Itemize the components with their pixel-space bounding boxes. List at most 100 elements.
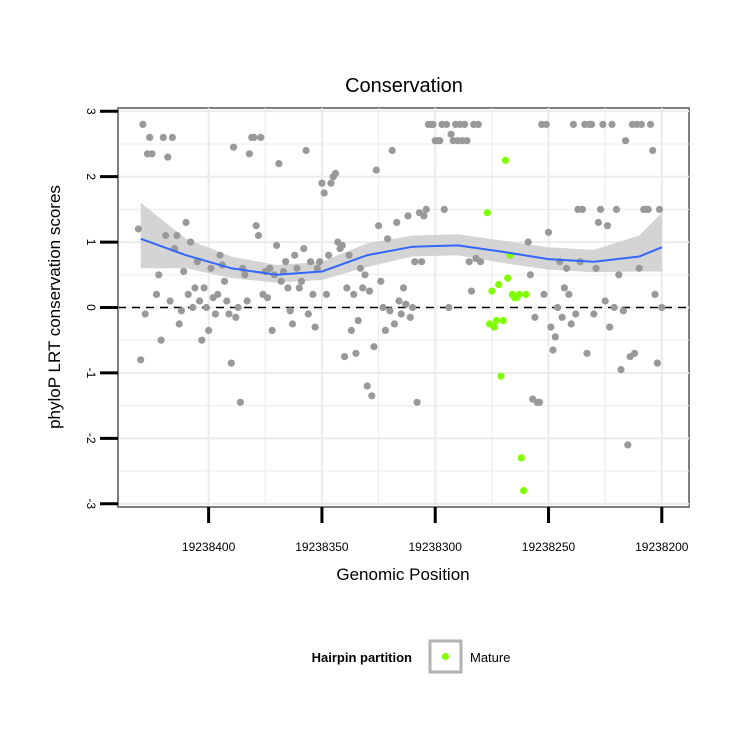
other-point bbox=[381, 326, 389, 334]
legend-label-mature: Mature bbox=[470, 650, 510, 665]
grid-lines bbox=[118, 108, 689, 507]
other-point bbox=[236, 398, 244, 406]
y-axis-title: phyloP LRT conservation scores bbox=[45, 185, 64, 429]
other-point bbox=[137, 356, 145, 364]
other-point bbox=[610, 303, 618, 312]
other-point bbox=[617, 366, 625, 374]
other-point bbox=[341, 353, 349, 361]
data-points bbox=[134, 120, 666, 495]
other-point bbox=[191, 284, 199, 292]
other-point bbox=[327, 179, 335, 187]
other-point bbox=[220, 277, 229, 285]
other-point bbox=[309, 290, 317, 298]
other-point bbox=[243, 297, 251, 305]
x-tick-label: 19238400 bbox=[182, 540, 236, 554]
other-point bbox=[284, 284, 292, 292]
mature-point bbox=[517, 454, 525, 462]
other-point bbox=[569, 120, 578, 128]
other-point bbox=[443, 120, 451, 128]
other-point bbox=[413, 398, 421, 406]
other-point bbox=[386, 307, 394, 315]
other-point bbox=[658, 303, 666, 312]
other-point bbox=[184, 290, 192, 298]
other-point bbox=[331, 169, 340, 177]
other-point bbox=[637, 120, 646, 128]
other-point bbox=[157, 336, 165, 344]
other-point bbox=[420, 212, 428, 220]
other-point bbox=[402, 300, 410, 308]
confidence-band bbox=[140, 202, 662, 283]
other-point bbox=[397, 310, 405, 318]
other-point bbox=[463, 137, 471, 145]
other-point bbox=[320, 189, 328, 197]
other-point bbox=[549, 346, 557, 354]
other-point bbox=[304, 310, 312, 318]
other-point bbox=[572, 310, 580, 318]
other-point bbox=[653, 359, 661, 367]
other-point bbox=[148, 150, 156, 158]
other-point bbox=[216, 251, 224, 259]
mature-point bbox=[522, 290, 530, 298]
other-point bbox=[254, 231, 263, 240]
other-point bbox=[363, 382, 371, 390]
y-tick-label: -3 bbox=[84, 498, 98, 509]
legend-title: Hairpin partition bbox=[312, 650, 412, 665]
other-point bbox=[316, 258, 324, 266]
confidence-band-group bbox=[140, 202, 662, 283]
other-point bbox=[200, 284, 208, 292]
other-point bbox=[295, 284, 303, 292]
mature-point bbox=[490, 323, 498, 331]
other-point bbox=[368, 392, 376, 400]
other-point bbox=[542, 120, 550, 128]
other-point bbox=[318, 179, 326, 187]
other-point bbox=[393, 218, 401, 227]
other-point bbox=[273, 241, 281, 249]
axes: -3 -2 -1 0 1 2 3 19238400 19238350 19238300 192382… bbox=[84, 108, 689, 554]
y-tick-label: 3 bbox=[84, 108, 98, 115]
other-point bbox=[644, 205, 652, 213]
other-point bbox=[168, 133, 176, 141]
other-point bbox=[624, 441, 632, 449]
other-point bbox=[211, 310, 219, 318]
other-point bbox=[350, 290, 358, 298]
other-point bbox=[404, 212, 412, 220]
other-point bbox=[198, 336, 206, 344]
other-point bbox=[474, 120, 482, 128]
other-point bbox=[291, 251, 299, 259]
other-point bbox=[297, 277, 306, 285]
other-point bbox=[436, 137, 444, 145]
other-point bbox=[361, 271, 369, 279]
other-point bbox=[465, 258, 473, 266]
other-point bbox=[646, 120, 655, 128]
x-tick-label: 19238200 bbox=[635, 540, 689, 554]
other-point bbox=[166, 297, 174, 305]
mature-point bbox=[492, 317, 500, 325]
mature-point bbox=[483, 209, 491, 217]
other-point bbox=[461, 120, 469, 128]
mature-point bbox=[488, 287, 496, 295]
smooth-fit-line bbox=[140, 237, 663, 276]
other-point bbox=[429, 120, 437, 128]
other-point bbox=[606, 323, 614, 331]
other-point bbox=[268, 326, 276, 334]
other-point bbox=[440, 205, 448, 213]
other-point bbox=[375, 222, 383, 230]
other-point bbox=[612, 205, 621, 213]
other-point bbox=[186, 238, 195, 246]
other-point bbox=[603, 222, 612, 230]
other-point bbox=[560, 284, 569, 292]
other-point bbox=[338, 241, 346, 249]
other-point bbox=[134, 225, 142, 233]
other-point bbox=[578, 205, 587, 213]
other-point bbox=[202, 303, 210, 312]
other-point bbox=[531, 313, 539, 321]
other-point bbox=[177, 307, 185, 315]
other-point bbox=[599, 120, 607, 128]
other-point bbox=[352, 349, 360, 357]
other-point bbox=[300, 245, 308, 253]
other-point bbox=[597, 205, 605, 213]
y-tick-label: -1 bbox=[84, 368, 98, 379]
other-point bbox=[207, 264, 215, 272]
other-point bbox=[635, 264, 643, 272]
